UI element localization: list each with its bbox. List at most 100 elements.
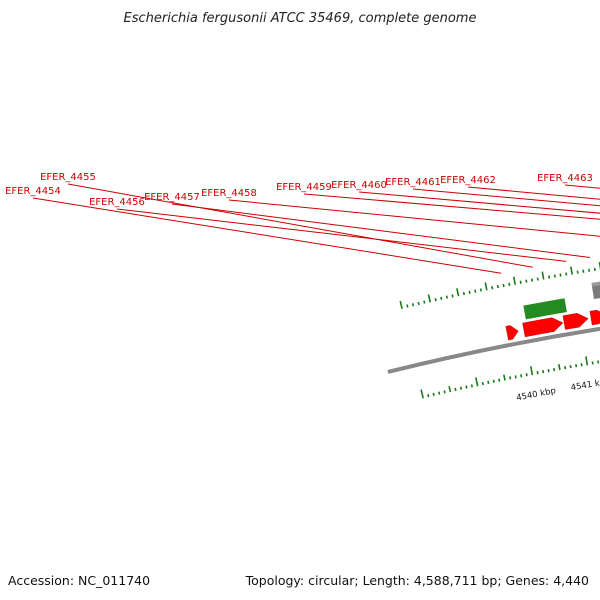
- scale-tick: [520, 374, 523, 378]
- outer-tick: [411, 303, 415, 307]
- forward-cds-arrow: [522, 317, 564, 338]
- reverse-strand-track: [523, 298, 567, 320]
- outer-tick: [427, 294, 432, 303]
- scale-tick: [498, 378, 501, 382]
- gene-leader-line: [303, 193, 600, 220]
- outer-tick: [434, 297, 437, 302]
- outer-tick: [445, 295, 449, 299]
- scale-tick: [569, 365, 572, 369]
- outer-tick: [399, 300, 403, 309]
- gene-label: EFER_4456: [89, 197, 145, 208]
- outer-tick: [451, 294, 454, 298]
- gene-label: EFER_4457: [144, 192, 200, 203]
- outer-tick: [479, 288, 482, 292]
- outer-tick: [519, 280, 522, 284]
- genome-stats-label: Topology: circular; Length: 4,588,711 bp…: [245, 573, 589, 588]
- outer-tick: [423, 300, 426, 304]
- scale-tick: [542, 369, 545, 374]
- outer-tick: [570, 266, 573, 275]
- gene-leader-line: [358, 191, 600, 214]
- scale-tick: [509, 376, 512, 380]
- scale-tick: [492, 379, 495, 383]
- gene-leader-line: [116, 208, 567, 262]
- gene-label: EFER_4458: [201, 188, 257, 199]
- scale-tick: [465, 385, 468, 389]
- gene-leader-line: [228, 199, 600, 237]
- gene-label: EFER_4460: [331, 180, 387, 191]
- outer-tick: [496, 284, 499, 289]
- outer-tick-ring: [399, 261, 600, 309]
- scale-tick: [564, 366, 567, 370]
- backbone-ring: [387, 326, 600, 374]
- outer-tick: [559, 273, 562, 277]
- gene-leader-line: [171, 203, 591, 258]
- gene-label: EFER_4455: [40, 172, 96, 183]
- gene-label: EFER_4462: [440, 175, 496, 186]
- genome-backbone: [387, 326, 600, 374]
- scale-tick: [443, 390, 446, 394]
- forward-cds-arrow: [562, 313, 589, 330]
- outer-tick: [508, 282, 511, 286]
- scale-tick: [558, 364, 561, 371]
- gene-leader-line: [67, 183, 533, 268]
- gene-label: EFER_4454: [5, 186, 61, 197]
- scale-label: 4541 kbp: [570, 377, 600, 393]
- outer-tick: [541, 271, 545, 280]
- scale-tick: [514, 375, 517, 379]
- outer-tick: [530, 278, 534, 282]
- map-title: Escherichia fergusonii ATCC 35469, compl…: [124, 11, 477, 26]
- outer-tick: [462, 291, 465, 296]
- scale-tick: [470, 384, 473, 388]
- gene-leader-line: [467, 186, 600, 200]
- gene-label-leaders: [32, 183, 600, 274]
- outer-tick: [484, 282, 488, 291]
- scale-tick: [448, 386, 452, 393]
- feature-track: [590, 280, 600, 300]
- outer-tick: [512, 276, 517, 285]
- scale-tick: [553, 367, 556, 372]
- outer-tick: [417, 301, 420, 306]
- accession-label: Accession: NC_011740: [8, 573, 151, 588]
- scale-label: 4540 kbp: [516, 386, 557, 403]
- scale-tick: [547, 368, 550, 373]
- scale-tick: [427, 393, 430, 398]
- outer-tick: [474, 289, 477, 293]
- scale-tick: [525, 373, 528, 377]
- outer-tick: [502, 283, 505, 288]
- feature-bar-shine: [591, 281, 600, 287]
- outer-tick: [456, 288, 460, 297]
- gene-label: EFER_4461: [385, 177, 441, 188]
- gene-label: EFER_4463: [537, 173, 593, 184]
- scale-tick: [432, 392, 435, 397]
- reverse-cds: [523, 298, 567, 320]
- outer-tick: [536, 277, 539, 281]
- feature-bar: [590, 280, 600, 300]
- outer-tick: [525, 279, 528, 283]
- forward-cds-arrow: [505, 325, 519, 341]
- scale-tick: [585, 356, 589, 366]
- outer-tick: [553, 274, 556, 278]
- scale-tick: [475, 377, 479, 387]
- scale-tick: [575, 364, 578, 368]
- scale-tick: [529, 366, 534, 376]
- scale-tick: [580, 363, 583, 367]
- outer-tick: [440, 296, 443, 301]
- outer-tick: [468, 290, 471, 294]
- outer-tick: [548, 275, 551, 279]
- scale-tick: [536, 371, 539, 375]
- scale-tick: [481, 381, 484, 386]
- gene-leader-line: [412, 188, 600, 207]
- forward-cds-arrow: [589, 309, 600, 326]
- scale-tick: [487, 380, 490, 385]
- forward-strand-track: [505, 309, 600, 341]
- outer-tick: [565, 272, 568, 276]
- outer-tick: [491, 286, 494, 290]
- outer-tick: [406, 304, 409, 308]
- gene-label: EFER_4459: [276, 182, 332, 193]
- scale-tick: [438, 391, 441, 395]
- scale-tick: [459, 386, 463, 390]
- scale-tick: [454, 387, 457, 392]
- scale-tick: [420, 389, 424, 399]
- gene-leader-line: [32, 197, 502, 274]
